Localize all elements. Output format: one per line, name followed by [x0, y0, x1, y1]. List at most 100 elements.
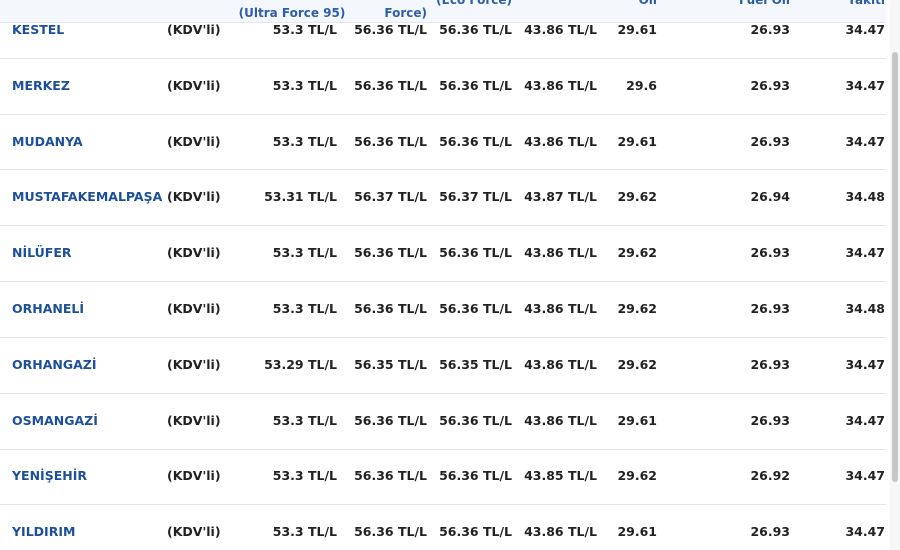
row-separator [0, 393, 886, 394]
table-cell: 56.36 TL/L [354, 301, 427, 316]
table-cell: 34.48 [845, 189, 885, 204]
table-cell: 29.61 [617, 524, 657, 539]
table-cell: 34.47 [845, 245, 885, 260]
table-cell: 34.48 [845, 301, 885, 316]
table-cell: 29.61 [617, 413, 657, 428]
table-cell: 34.47 [845, 524, 885, 539]
table-cell: 29.62 [617, 301, 657, 316]
district-link[interactable]: YILDIRIM [12, 524, 76, 539]
table-cell: (KDV'li) [167, 468, 221, 483]
table-cell: 34.47 [845, 357, 885, 372]
table-cell: 29.61 [617, 22, 657, 37]
table-cell: 43.87 TL/L [524, 189, 597, 204]
table-cell: 56.35 TL/L [439, 357, 512, 372]
table-cell: 43.86 TL/L [524, 524, 597, 539]
table-cell: 26.93 [750, 524, 790, 539]
column-header: (Ultra Force 95) [238, 6, 346, 20]
district-link[interactable]: ORHANELİ [12, 301, 85, 316]
table-cell: 34.47 [845, 22, 885, 37]
row-separator [0, 504, 886, 505]
district-link[interactable]: OSMANGAZİ [12, 413, 98, 428]
column-header: (Eco Force) [436, 0, 512, 7]
table-cell: 34.47 [845, 413, 885, 428]
column-header: Force) [384, 6, 427, 20]
table-cell: 29.62 [617, 245, 657, 260]
district-link[interactable]: MUSTAFAKEMALPAŞA [12, 189, 163, 204]
table-cell: 56.36 TL/L [439, 468, 512, 483]
column-header: Yakıtı [847, 0, 885, 7]
table-cell: 56.37 TL/L [439, 189, 512, 204]
table-cell: 43.86 TL/L [524, 78, 597, 93]
table-cell: 56.36 TL/L [354, 78, 427, 93]
district-link[interactable]: MERKEZ [12, 78, 70, 93]
table-cell: 56.36 TL/L [439, 245, 512, 260]
table-cell: (KDV'li) [167, 301, 221, 316]
district-link[interactable]: YENİŞEHİR [12, 468, 87, 483]
table-cell: 43.86 TL/L [524, 134, 597, 149]
table-cell: 56.36 TL/L [354, 22, 427, 37]
row-separator [0, 169, 886, 170]
table-cell: 29.62 [617, 189, 657, 204]
table-cell: 53.29 TL/L [264, 357, 337, 372]
table-cell: 56.37 TL/L [354, 189, 427, 204]
table-cell: 43.86 TL/L [524, 301, 597, 316]
table-cell: 56.36 TL/L [439, 524, 512, 539]
table-cell: 26.93 [750, 357, 790, 372]
table-cell: 34.47 [845, 468, 885, 483]
district-link[interactable]: NİLÜFER [12, 245, 72, 260]
table-cell: (KDV'li) [167, 22, 221, 37]
table-cell: (KDV'li) [167, 189, 221, 204]
table-cell: 53.3 TL/L [272, 524, 337, 539]
table-cell: 56.36 TL/L [354, 413, 427, 428]
table-cell: 56.36 TL/L [439, 22, 512, 37]
table-header: (Ultra Force 95) Force) (Eco Force) Oil Fuel… [0, 0, 886, 23]
table-cell: 26.93 [750, 301, 790, 316]
table-cell: 53.3 TL/L [272, 245, 337, 260]
table-cell: 43.86 TL/L [524, 413, 597, 428]
table-cell: (KDV'li) [167, 413, 221, 428]
district-link[interactable]: ORHANGAZİ [12, 357, 97, 372]
table-cell: 56.36 TL/L [439, 413, 512, 428]
row-separator [0, 114, 886, 115]
table-cell: 53.3 TL/L [272, 22, 337, 37]
table-cell: 26.93 [750, 245, 790, 260]
table-cell: 56.36 TL/L [354, 245, 427, 260]
table-cell: (KDV'li) [167, 134, 221, 149]
table-cell: 53.3 TL/L [272, 134, 337, 149]
table-cell: (KDV'li) [167, 78, 221, 93]
district-link[interactable]: KESTEL [12, 22, 65, 37]
row-separator [0, 337, 886, 338]
table-cell: 56.36 TL/L [354, 134, 427, 149]
district-link[interactable]: MUDANYA [12, 134, 83, 149]
table-cell: 56.36 TL/L [439, 134, 512, 149]
row-separator [0, 281, 886, 282]
table-cell: 26.94 [750, 189, 790, 204]
table-cell: 29.6 [626, 78, 657, 93]
column-header: Oil [638, 0, 657, 7]
row-separator [0, 225, 886, 226]
scrollbar-thumb[interactable] [892, 52, 898, 482]
row-separator [0, 449, 886, 450]
table-cell: 56.36 TL/L [354, 468, 427, 483]
table-cell: (KDV'li) [167, 524, 221, 539]
table-cell: 56.36 TL/L [439, 78, 512, 93]
table-cell: 53.3 TL/L [272, 301, 337, 316]
table-cell: 34.47 [845, 134, 885, 149]
table-cell: 56.36 TL/L [354, 524, 427, 539]
table-cell: (KDV'li) [167, 245, 221, 260]
table-cell: 34.47 [845, 78, 885, 93]
table-cell: 53.3 TL/L [272, 78, 337, 93]
table-cell: 53.31 TL/L [264, 189, 337, 204]
column-header: Fuel Oil [739, 0, 790, 7]
table-cell: 29.61 [617, 134, 657, 149]
table-cell: 56.35 TL/L [354, 357, 427, 372]
table-cell: 43.86 TL/L [524, 245, 597, 260]
table-cell: 53.3 TL/L [272, 413, 337, 428]
table-cell: 26.92 [750, 468, 790, 483]
table-cell: 43.85 TL/L [524, 468, 597, 483]
table-cell: 29.62 [617, 468, 657, 483]
row-separator [0, 58, 886, 59]
table-cell: (KDV'li) [167, 357, 221, 372]
table-cell: 26.93 [750, 413, 790, 428]
